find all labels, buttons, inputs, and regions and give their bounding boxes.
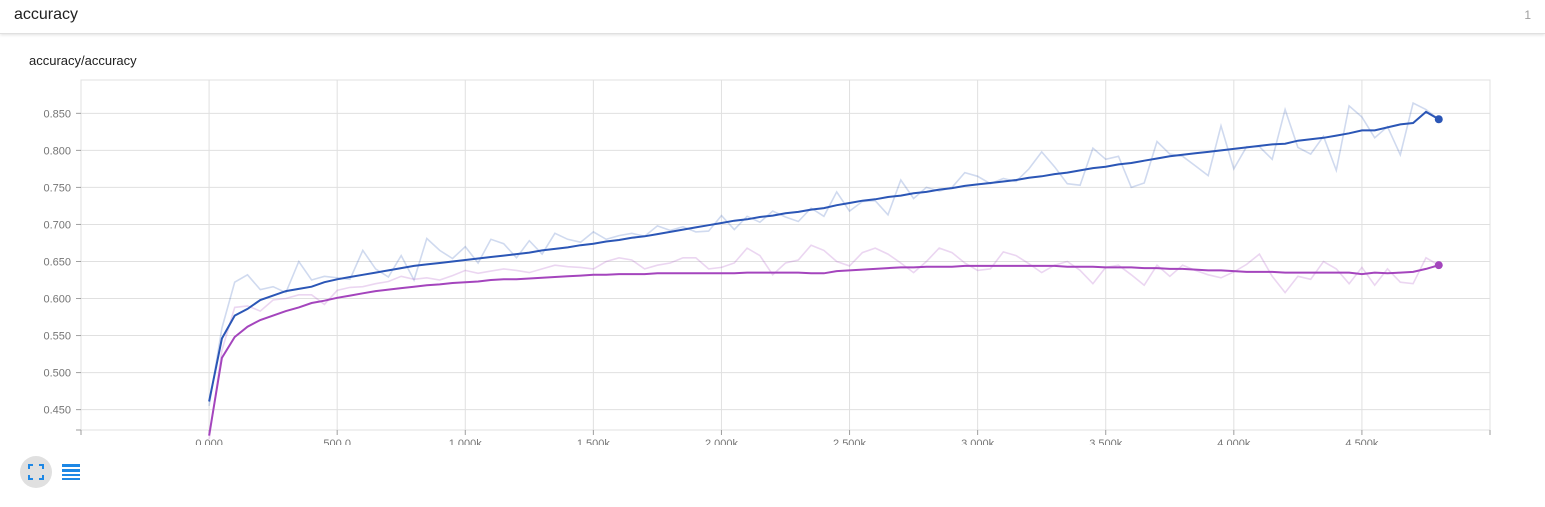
data-table-icon — [62, 464, 80, 480]
y-tick-label: 0.750 — [43, 182, 71, 194]
axes-layer: 0.000 500.0 1.000k 1.500k 2.000k 2.500k 3.000k… — [43, 108, 1491, 445]
run-count: 1 — [1524, 8, 1531, 22]
y-tick-label: 0.700 — [43, 219, 71, 231]
x-tick-label: 2.000k — [705, 438, 739, 445]
x-tick-label: 4.000k — [1217, 438, 1251, 445]
x-tick-label: 3.500k — [1089, 438, 1123, 445]
series-2-smoothed-line — [208, 264, 1440, 436]
y-tick-label: 0.850 — [43, 108, 71, 120]
plot-frame — [80, 79, 1491, 431]
series-1-smoothed-line — [208, 110, 1440, 402]
y-tick-label: 0.500 — [43, 368, 71, 380]
y-tick-label: 0.650 — [43, 256, 71, 268]
expand-chart-button[interactable] — [20, 456, 52, 488]
x-tick-label: 2.500k — [833, 438, 867, 445]
toggle-data-table-button[interactable] — [55, 456, 87, 488]
section-header[interactable]: accuracy 1 — [0, 0, 1545, 34]
series-1-end-point — [1434, 115, 1443, 124]
x-tick-label: 3.000k — [961, 438, 995, 445]
line-chart[interactable]: 0.000 500.0 1.000k 1.500k 2.000k 2.500k 3.000k… — [0, 0, 1545, 445]
y-tick-label: 0.450 — [43, 405, 71, 417]
x-tick-label: 4.500k — [1345, 438, 1379, 445]
x-tick-label: 0.000 — [195, 438, 223, 445]
y-tick-label: 0.550 — [43, 331, 71, 343]
series-layer — [208, 101, 1443, 440]
series-2-end-point — [1434, 261, 1443, 270]
series-2-raw-line — [208, 244, 1440, 440]
x-tick-label: 1.500k — [577, 438, 611, 445]
grid-layer — [80, 79, 1491, 431]
series-1-raw-line — [208, 101, 1440, 407]
chart-title: accuracy/accuracy — [29, 53, 137, 68]
y-tick-label: 0.600 — [43, 294, 71, 306]
fullscreen-icon — [28, 464, 44, 480]
y-tick-label: 0.800 — [43, 145, 71, 157]
x-tick-label: 500.0 — [323, 438, 351, 445]
section-title: accuracy — [14, 6, 79, 23]
x-tick-label: 1.000k — [449, 438, 483, 445]
